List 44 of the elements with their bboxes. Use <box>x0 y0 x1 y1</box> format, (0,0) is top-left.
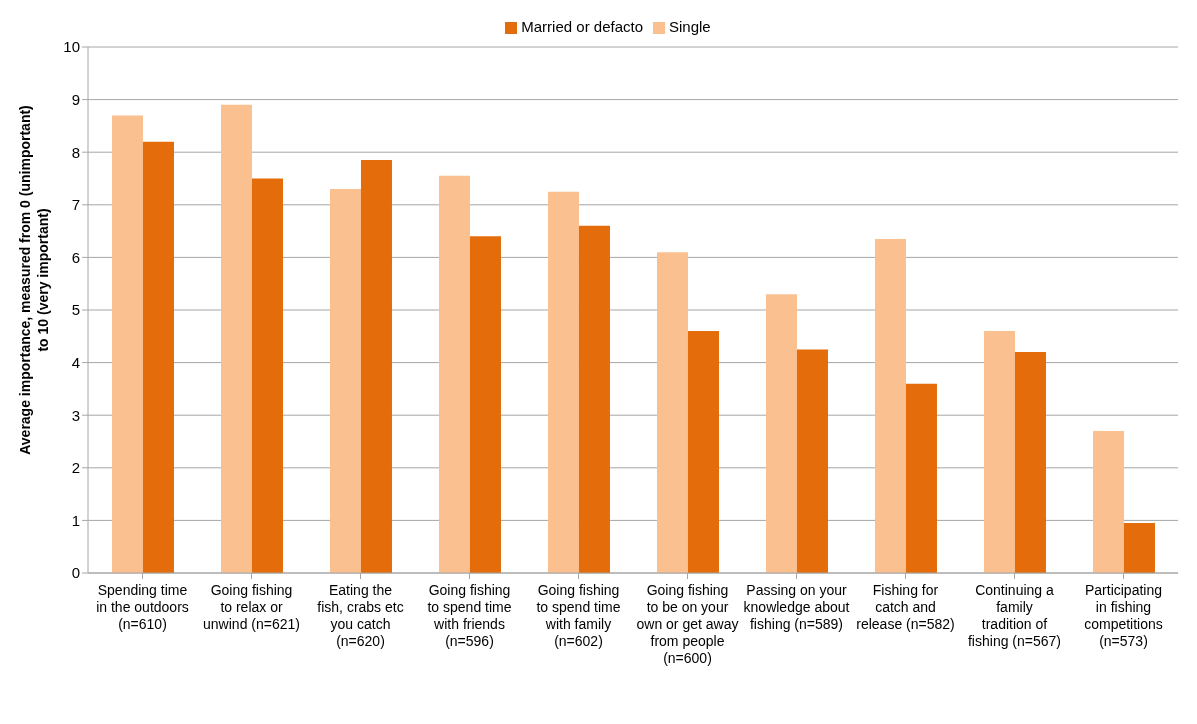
x-tick-label: Eating the fish, crabs etc you catch (n=620) <box>317 582 404 649</box>
y-tick-label: 7 <box>71 196 80 214</box>
bar <box>469 236 501 573</box>
x-tick-label: Spending time in the outdoors (n=610) <box>96 582 189 632</box>
bar <box>142 141 174 573</box>
x-tick-label: Going fishing to spend time with family (n=602) <box>536 582 621 649</box>
bar <box>547 191 579 573</box>
y-tick-label: 9 <box>71 90 80 108</box>
y-tick-label: 3 <box>71 406 80 424</box>
bar <box>765 294 797 573</box>
legend-label: Married or defacto <box>521 18 644 35</box>
bar <box>438 175 470 573</box>
y-tick-label: 10 <box>63 38 80 56</box>
bar <box>656 252 688 573</box>
x-tick-label: Going fishing to spend time with friends (n=596) <box>427 582 512 649</box>
y-tick-label: 6 <box>71 248 80 266</box>
x-tick-label: Going fishing to be on your own or get away from people (n=600) <box>636 582 739 666</box>
legend-label: Single <box>669 18 711 35</box>
y-tick-label: 4 <box>71 353 80 371</box>
y-tick-label: 2 <box>71 459 80 477</box>
x-tick-label: Participating in fishing competitions (n=573) <box>1084 582 1163 649</box>
x-tick-label: Passing on your knowledge about fishing (n=589) <box>743 582 850 632</box>
bar <box>1123 523 1155 573</box>
bar <box>329 189 361 573</box>
bar <box>1092 430 1124 573</box>
bar <box>578 225 610 573</box>
bar <box>1014 352 1046 573</box>
bar <box>220 104 252 573</box>
y-tick-label: 8 <box>71 143 80 161</box>
bar <box>360 160 392 573</box>
bar <box>983 331 1015 573</box>
bar <box>111 115 143 573</box>
bar <box>251 178 283 573</box>
y-tick-label: 1 <box>71 511 80 529</box>
bar <box>905 383 937 573</box>
x-tick-label: Going fishing to relax or unwind (n=621) <box>203 582 300 632</box>
x-tick-label: Continuing a family tradition of fishing (n=567) <box>967 582 1062 649</box>
bar <box>874 238 906 573</box>
bar <box>796 349 828 573</box>
x-tick-label: Fishing for catch and release (n=582) <box>856 582 955 632</box>
y-tick-label: 0 <box>71 564 80 582</box>
y-axis-title: Average importance, measured from 0 (unimportant) to 10 (very important) <box>17 105 51 455</box>
y-tick-label: 5 <box>71 301 80 319</box>
bar <box>687 331 719 573</box>
